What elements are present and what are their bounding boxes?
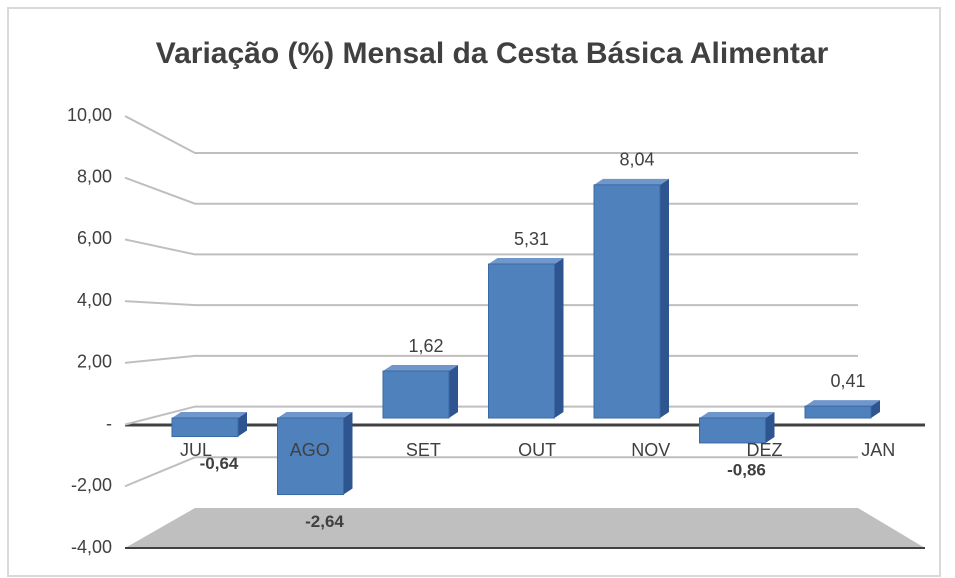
value-label: 5,31 xyxy=(514,229,549,249)
bar-side xyxy=(449,365,458,418)
x-tick-label: JAN xyxy=(861,440,895,460)
x-tick-label: DEZ xyxy=(747,440,783,460)
value-label: -0,86 xyxy=(727,460,766,479)
grid-line xyxy=(124,115,858,154)
bar-side xyxy=(871,400,880,418)
x-tick-label: OUT xyxy=(518,440,556,460)
y-tick-label: 4,00 xyxy=(77,290,112,310)
x-tick-label: JUL xyxy=(180,440,212,460)
bar xyxy=(171,417,239,438)
floor xyxy=(125,508,925,548)
bar xyxy=(488,263,555,419)
bar-top xyxy=(699,412,775,418)
y-tick-label: 6,00 xyxy=(77,228,112,248)
x-tick-label: AGO xyxy=(290,440,330,460)
bar-side xyxy=(238,412,247,437)
value-label: 1,62 xyxy=(408,336,443,356)
bar-top xyxy=(277,412,353,418)
bar xyxy=(277,417,344,496)
chart-title: Variação (%) Mensal da Cesta Básica Alim… xyxy=(156,37,829,70)
y-tick-label: -4,00 xyxy=(71,537,112,557)
bar-top xyxy=(172,412,247,418)
y-tick-label: -2,00 xyxy=(71,475,112,495)
chart-frame xyxy=(7,7,941,577)
bar xyxy=(804,405,872,419)
bar xyxy=(593,184,661,419)
grid-line xyxy=(124,456,858,488)
value-label: 0,41 xyxy=(830,371,865,391)
x-tick-label: NOV xyxy=(631,440,670,460)
bar-side xyxy=(660,178,669,418)
y-tick-label: 2,00 xyxy=(77,352,112,372)
value-label: 8,04 xyxy=(619,150,654,170)
bar xyxy=(382,370,450,419)
bar-side xyxy=(765,412,775,443)
bar xyxy=(699,417,766,444)
value-label: -2,64 xyxy=(305,512,344,531)
bar-side xyxy=(343,412,353,495)
bar-top xyxy=(383,365,458,372)
bar-top xyxy=(594,178,669,185)
y-tick-label: 8,00 xyxy=(77,166,112,186)
bar-top xyxy=(488,258,564,265)
value-label: -0,64 xyxy=(200,454,239,473)
y-tick-label: 10,00 xyxy=(67,105,112,125)
bar-side xyxy=(554,258,564,418)
x-tick-label: SET xyxy=(406,440,441,460)
y-tick-label: - xyxy=(106,413,112,433)
bar-top xyxy=(805,400,880,407)
